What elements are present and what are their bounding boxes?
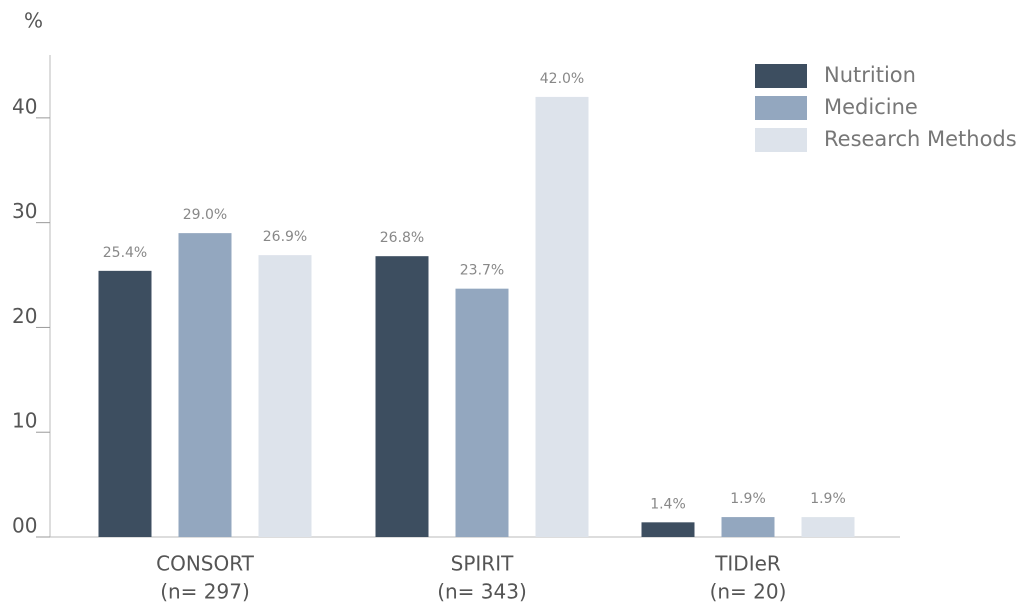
x-tick-sublabel: (n= 297): [160, 580, 250, 604]
bar: [535, 96, 589, 538]
value-label: 26.8%: [380, 230, 424, 246]
bar: [801, 517, 855, 537]
x-tick-sublabel: (n= 20): [710, 580, 787, 604]
bar: [641, 522, 695, 537]
x-tick-label: CONSORT: [156, 552, 255, 576]
bar: [455, 288, 509, 537]
y-tick-label: 30: [12, 199, 37, 223]
y-tick-label: 00: [12, 514, 37, 538]
value-label: 25.4%: [103, 245, 147, 261]
bar: [375, 256, 429, 537]
x-tick-label: TIDIeR: [714, 552, 781, 576]
value-label: 1.4%: [650, 496, 686, 512]
value-label: 26.9%: [263, 229, 307, 245]
bar: [98, 270, 152, 537]
legend-swatch: [755, 96, 807, 120]
value-label: 1.9%: [810, 491, 846, 507]
value-label: 1.9%: [730, 491, 766, 507]
legend-label: Research Methods: [824, 127, 1017, 151]
bar: [721, 517, 775, 537]
x-tick-sublabel: (n= 343): [437, 580, 527, 604]
legend-label: Medicine: [824, 95, 918, 119]
y-tick-label: 40: [12, 94, 37, 118]
legend-swatch: [755, 64, 807, 88]
bar: [178, 233, 232, 537]
legend-swatch: [755, 128, 807, 152]
y-tick-label: 20: [12, 304, 37, 328]
legend-label: Nutrition: [824, 63, 916, 87]
y-tick-label: 10: [12, 409, 37, 433]
value-label: 42.0%: [540, 71, 584, 87]
x-tick-label: SPIRIT: [451, 552, 514, 576]
y-axis-label: %: [24, 9, 43, 33]
bar: [258, 255, 312, 538]
value-label: 29.0%: [183, 207, 227, 223]
value-label: 23.7%: [460, 263, 504, 279]
